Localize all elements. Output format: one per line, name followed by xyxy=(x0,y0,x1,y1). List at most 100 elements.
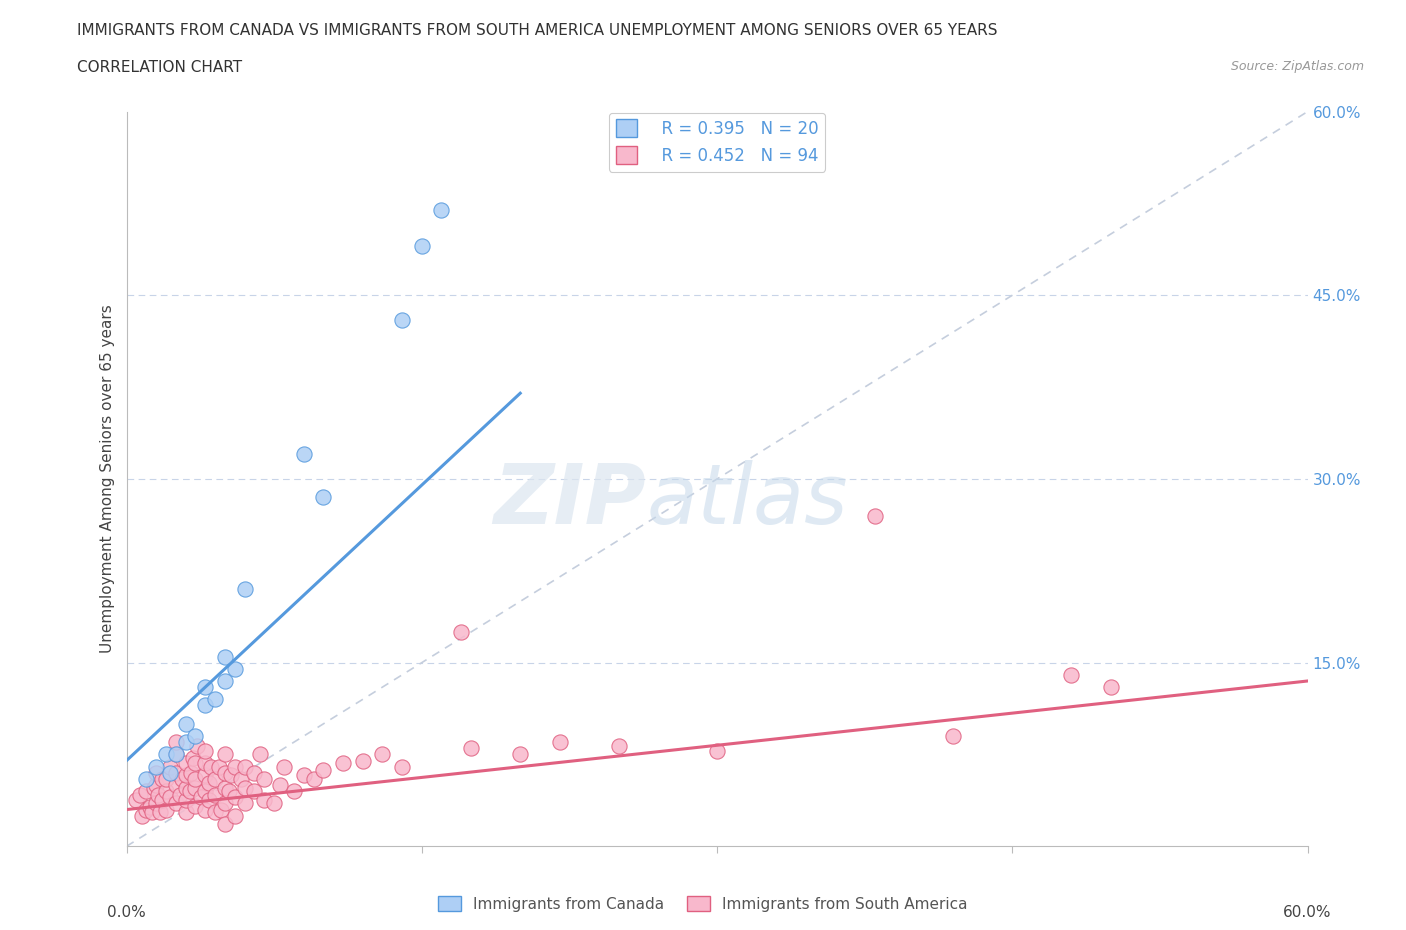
Point xyxy=(174,804,197,819)
Point xyxy=(214,817,236,831)
Point xyxy=(129,788,152,803)
Point xyxy=(209,802,232,817)
Point xyxy=(204,804,226,819)
Point xyxy=(155,772,177,787)
Point xyxy=(146,788,169,803)
Point xyxy=(1099,680,1122,695)
Point xyxy=(194,802,217,817)
Point xyxy=(214,747,236,762)
Point xyxy=(706,743,728,758)
Point xyxy=(942,729,965,744)
Point xyxy=(194,698,217,713)
Point xyxy=(174,768,197,783)
Point xyxy=(170,772,193,787)
Point xyxy=(165,747,187,762)
Point xyxy=(150,792,173,807)
Point xyxy=(411,239,433,254)
Point xyxy=(283,784,305,799)
Point xyxy=(145,777,167,792)
Point xyxy=(139,800,162,815)
Point xyxy=(165,765,187,780)
Point xyxy=(194,768,217,783)
Text: ZIP: ZIP xyxy=(494,460,647,541)
Point xyxy=(249,747,271,762)
Legend:   R = 0.395   N = 20,   R = 0.452   N = 94: R = 0.395 N = 20, R = 0.452 N = 94 xyxy=(609,113,825,172)
Point xyxy=(253,772,276,787)
Point xyxy=(131,808,153,823)
Point xyxy=(184,772,207,787)
Point xyxy=(174,716,197,731)
Point xyxy=(194,743,217,758)
Point xyxy=(145,765,167,780)
Point xyxy=(371,747,394,762)
Point xyxy=(149,804,172,819)
Point xyxy=(312,763,335,777)
Point xyxy=(214,765,236,780)
Point xyxy=(186,738,208,753)
Point xyxy=(332,755,354,770)
Point xyxy=(150,772,173,787)
Point xyxy=(135,784,157,799)
Point xyxy=(204,788,226,803)
Point xyxy=(302,772,325,787)
Point xyxy=(143,780,166,795)
Point xyxy=(548,735,571,750)
Point xyxy=(233,796,256,811)
Point xyxy=(224,808,246,823)
Point xyxy=(352,753,374,768)
Point xyxy=(233,759,256,774)
Point xyxy=(391,759,413,774)
Point xyxy=(224,661,246,676)
Point xyxy=(214,673,236,688)
Point xyxy=(253,792,276,807)
Point xyxy=(460,741,482,756)
Point xyxy=(194,784,217,799)
Text: 60.0%: 60.0% xyxy=(1284,905,1331,920)
Point xyxy=(214,649,236,664)
Point xyxy=(233,582,256,597)
Point xyxy=(159,765,181,780)
Point xyxy=(269,777,291,792)
Point xyxy=(174,755,197,770)
Legend: Immigrants from Canada, Immigrants from South America: Immigrants from Canada, Immigrants from … xyxy=(432,889,974,918)
Point xyxy=(194,755,217,770)
Point xyxy=(183,751,205,765)
Point xyxy=(135,802,157,817)
Point xyxy=(155,802,177,817)
Point xyxy=(233,780,256,795)
Point xyxy=(145,759,167,774)
Point xyxy=(198,792,221,807)
Point xyxy=(229,772,252,787)
Point xyxy=(155,747,177,762)
Point xyxy=(159,790,181,804)
Point xyxy=(219,768,242,783)
Point xyxy=(174,735,197,750)
Text: atlas: atlas xyxy=(647,460,848,541)
Point xyxy=(224,759,246,774)
Point xyxy=(135,772,157,787)
Point xyxy=(292,768,315,783)
Point xyxy=(194,680,217,695)
Text: CORRELATION CHART: CORRELATION CHART xyxy=(77,60,242,75)
Point xyxy=(292,447,315,462)
Y-axis label: Unemployment Among Seniors over 65 years: Unemployment Among Seniors over 65 years xyxy=(100,305,115,653)
Point xyxy=(450,625,472,640)
Point xyxy=(204,692,226,707)
Point xyxy=(165,777,187,792)
Text: IMMIGRANTS FROM CANADA VS IMMIGRANTS FROM SOUTH AMERICA UNEMPLOYMENT AMONG SENIO: IMMIGRANTS FROM CANADA VS IMMIGRANTS FRO… xyxy=(77,23,998,38)
Point xyxy=(509,747,531,762)
Point xyxy=(174,792,197,807)
Point xyxy=(184,799,207,814)
Point xyxy=(184,780,207,795)
Point xyxy=(200,759,222,774)
Point xyxy=(141,804,163,819)
Point xyxy=(224,790,246,804)
Point xyxy=(174,780,197,795)
Point xyxy=(165,796,187,811)
Point xyxy=(155,784,177,799)
Point xyxy=(430,202,453,217)
Point xyxy=(184,755,207,770)
Point xyxy=(243,765,266,780)
Text: 0.0%: 0.0% xyxy=(107,905,146,920)
Point xyxy=(273,759,295,774)
